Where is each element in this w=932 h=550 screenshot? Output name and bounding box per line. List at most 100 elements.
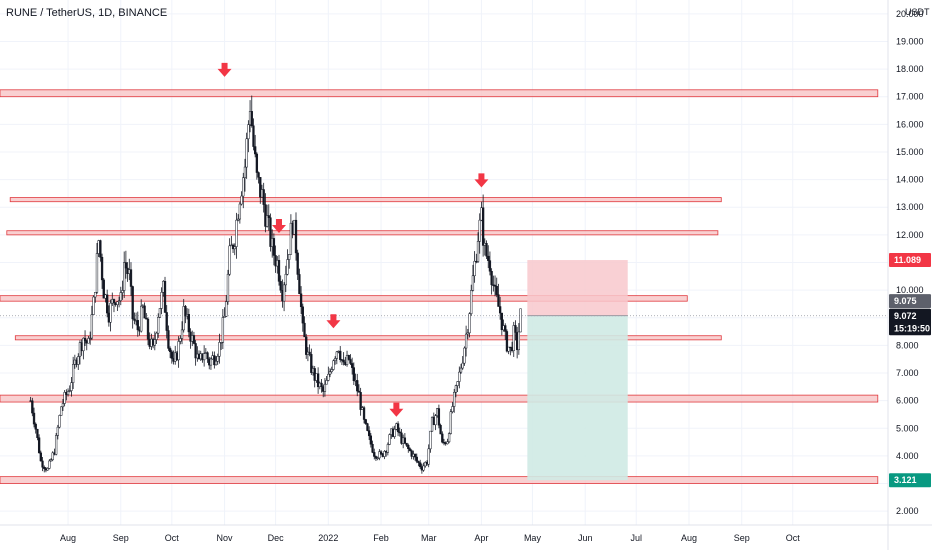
candle-body — [99, 240, 102, 258]
candle-body — [129, 269, 133, 287]
position-box[interactable] — [0, 260, 888, 481]
x-tick-label: Jun — [578, 533, 593, 543]
candle-body — [255, 153, 259, 173]
candle-body — [187, 314, 190, 333]
down-arrow-marker — [326, 314, 341, 329]
candle-body — [466, 332, 469, 335]
candle-body — [119, 292, 122, 301]
candle-body — [153, 339, 156, 346]
candle-body — [410, 450, 413, 457]
candle-body — [177, 341, 180, 361]
candle-body — [345, 355, 349, 365]
candle-body — [41, 460, 44, 468]
candle-body — [61, 403, 65, 408]
stop-loss-area[interactable] — [527, 260, 628, 316]
candle-body — [279, 281, 282, 291]
candle-body — [70, 382, 73, 391]
candle-body — [328, 371, 332, 375]
price-axis[interactable]: 2.0003.0004.0005.0006.0007.0008.0009.000… — [887, 0, 932, 550]
candle-body — [468, 313, 471, 334]
candle-body — [490, 271, 493, 286]
candle-body — [378, 451, 381, 459]
candle-body — [133, 318, 136, 321]
candle-body — [102, 279, 105, 299]
sr-zone — [6, 230, 719, 236]
candle-body — [157, 317, 160, 334]
candle-body — [56, 426, 59, 436]
candle-body — [303, 322, 306, 338]
y-tick-label: 13.000 — [896, 202, 924, 212]
candle-body — [437, 408, 441, 426]
candle-body — [325, 380, 328, 385]
candle-body — [330, 369, 333, 372]
candle-body — [298, 274, 301, 295]
candle-body — [366, 423, 369, 431]
candle-body — [51, 452, 54, 460]
x-tick-label: Sep — [734, 533, 750, 543]
currency-label[interactable]: USDT — [905, 7, 930, 17]
candle-body — [265, 215, 269, 227]
price-tag-bg — [889, 321, 931, 336]
price-tag-label: 15:19:50 — [894, 323, 930, 333]
candle-body — [49, 459, 53, 462]
candle-body — [233, 246, 236, 250]
candle-body — [463, 347, 466, 364]
candle-body — [453, 392, 456, 407]
candle-body — [296, 252, 299, 275]
candle-body — [456, 381, 459, 386]
candle-body — [36, 429, 39, 438]
candle-body — [485, 243, 488, 257]
candle-body — [252, 125, 255, 147]
candle-body — [192, 335, 196, 344]
down-arrow-marker — [217, 62, 232, 77]
candle-body — [441, 433, 444, 443]
candle-body — [347, 355, 350, 360]
candle-body — [449, 411, 452, 434]
candle-body — [136, 320, 139, 331]
candle-body — [100, 257, 104, 281]
x-tick-label: Jul — [630, 533, 642, 543]
price-tag-bg — [889, 253, 931, 268]
y-tick-label: 7.000 — [896, 368, 919, 378]
candle-body — [170, 351, 173, 359]
candle-body — [408, 448, 412, 451]
candle-body — [209, 358, 213, 366]
candle-body — [470, 290, 473, 314]
candle-body — [364, 419, 367, 424]
candle-body — [282, 284, 286, 302]
candle-body — [58, 415, 61, 428]
candle-body — [228, 245, 231, 275]
candle-body — [87, 338, 90, 344]
y-tick-label: 8.000 — [896, 340, 919, 350]
candle-body — [60, 406, 63, 416]
candle-body — [447, 433, 451, 443]
arrows — [217, 62, 489, 417]
time-axis[interactable]: Aug Sep Oct Nov Dec 2022 Feb Mar Apr May Jun Jul Aug… — [0, 524, 932, 543]
candle-body — [517, 331, 521, 351]
take-profit-area[interactable] — [527, 315, 628, 481]
candle-body — [487, 255, 490, 261]
candle-body — [342, 359, 345, 363]
candle-body — [305, 336, 308, 355]
y-tick-label: 5.000 — [896, 423, 919, 433]
candle-body — [320, 382, 323, 387]
candle-body — [131, 286, 134, 320]
x-tick-label: Oct — [165, 533, 180, 543]
candle-body — [262, 189, 265, 205]
candle-body — [77, 356, 80, 365]
y-tick-label: 10.000 — [896, 285, 924, 295]
candle-body — [505, 331, 509, 352]
candle-body — [464, 333, 468, 349]
candle-body — [182, 306, 185, 331]
candle-body — [398, 431, 401, 434]
candle-body — [415, 456, 418, 462]
candle-body — [250, 111, 253, 126]
candle-body — [92, 296, 95, 315]
price-axis-bg — [888, 0, 932, 550]
candle-body — [235, 219, 238, 247]
candle-body — [68, 390, 71, 392]
sr-zone — [14, 335, 722, 341]
y-tick-label: 12.000 — [896, 230, 924, 240]
candle-body — [459, 367, 463, 373]
